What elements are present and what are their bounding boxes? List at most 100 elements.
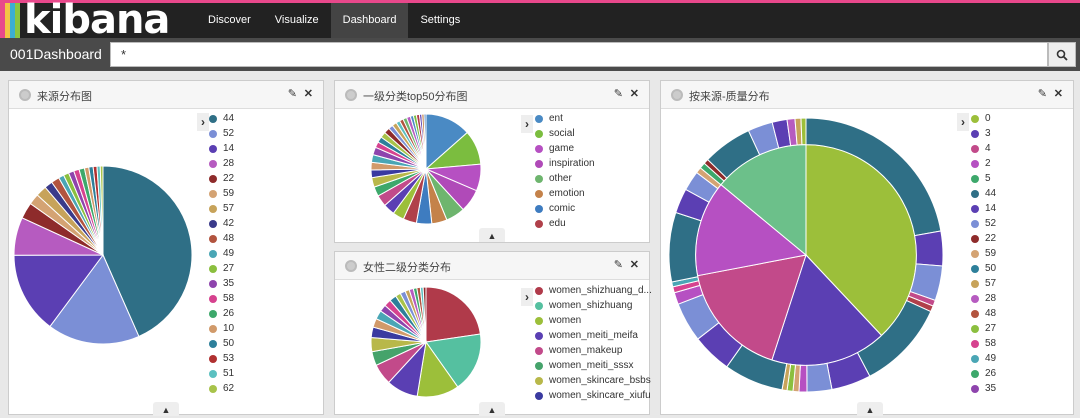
pie-slice[interactable] <box>423 113 427 170</box>
pie-slice[interactable] <box>425 286 481 343</box>
pie-slice[interactable] <box>102 165 193 338</box>
collapse-button[interactable]: ▲ <box>479 402 505 416</box>
legend-item[interactable]: women <box>535 313 652 328</box>
close-icon[interactable]: ✕ <box>303 88 313 100</box>
legend-toggle-button[interactable]: › <box>521 115 533 133</box>
legend-item[interactable]: 44 <box>209 111 234 126</box>
legend-item[interactable]: 59 <box>209 186 234 201</box>
legend-item[interactable]: 35 <box>971 381 996 396</box>
legend-item[interactable]: women_skincare_bsbs <box>535 373 652 388</box>
legend-label: emotion <box>549 188 585 199</box>
legend-item[interactable]: inspiration <box>535 156 595 171</box>
pie-slice[interactable] <box>422 286 427 343</box>
legend-item[interactable]: 26 <box>209 306 234 321</box>
legend-item[interactable]: game <box>535 141 595 156</box>
legend-item[interactable]: 4 <box>971 141 996 156</box>
legend-item[interactable]: 14 <box>971 201 996 216</box>
legend-item[interactable]: 22 <box>971 231 996 246</box>
legend-item[interactable]: social <box>535 126 595 141</box>
nav-dashboard[interactable]: Dashboard <box>330 3 409 38</box>
legend-color-dot <box>535 144 543 153</box>
legend-item[interactable]: other <box>535 171 595 186</box>
legend-item[interactable]: 3 <box>971 126 996 141</box>
legend-item[interactable]: 14 <box>209 141 234 156</box>
close-icon[interactable]: ✕ <box>1053 88 1063 100</box>
edit-icon[interactable]: ✎ <box>1037 88 1047 100</box>
legend-item[interactable]: 10 <box>209 321 234 336</box>
legend-item[interactable]: 62 <box>209 381 234 396</box>
collapse-button[interactable]: ▲ <box>479 228 505 242</box>
legend-item[interactable]: 27 <box>209 261 234 276</box>
legend-item[interactable]: 49 <box>209 246 234 261</box>
pie-slice[interactable] <box>800 117 807 146</box>
close-icon[interactable]: ✕ <box>629 88 639 100</box>
legend-item[interactable]: 52 <box>209 126 234 141</box>
legend-label: 14 <box>985 203 997 214</box>
pie-slice[interactable] <box>914 230 944 267</box>
legend-item[interactable]: 48 <box>971 306 996 321</box>
legend-item[interactable]: women_skincare_xiufu <box>535 388 652 403</box>
nav-settings[interactable]: Settings <box>420 14 461 26</box>
legend-item[interactable]: 0 <box>971 111 996 126</box>
collapse-button[interactable]: ▲ <box>153 402 179 416</box>
legend-toggle-button[interactable]: › <box>521 288 533 306</box>
search-button[interactable] <box>1048 42 1076 67</box>
pie-slice[interactable] <box>668 211 702 283</box>
legend-item[interactable]: 52 <box>971 216 996 231</box>
legend-color-dot <box>971 234 979 243</box>
pie-slice[interactable] <box>13 254 104 328</box>
legend-item[interactable]: 27 <box>971 321 996 336</box>
legend-item[interactable]: 35 <box>209 276 234 291</box>
close-icon[interactable]: ✕ <box>629 259 639 271</box>
pie-slice[interactable] <box>425 333 482 388</box>
legend-item[interactable]: 42 <box>209 216 234 231</box>
legend-item[interactable]: 5 <box>971 171 996 186</box>
pie-slice[interactable] <box>99 165 104 256</box>
legend-item[interactable]: 58 <box>209 291 234 306</box>
legend-item[interactable]: women_meiti_sssx <box>535 358 652 373</box>
legend-item[interactable]: edu <box>535 216 595 231</box>
kibana-logo[interactable]: kibana <box>0 0 195 40</box>
legend-item[interactable]: 50 <box>209 336 234 351</box>
legend-item[interactable]: comic <box>535 201 595 216</box>
legend-item[interactable]: women_makeup <box>535 343 652 358</box>
legend-item[interactable]: 51 <box>209 366 234 381</box>
legend-color-dot <box>209 369 217 378</box>
panel-source-quality: 按来源-质量分布 ✎ ✕ › 0 3 4 2 5 44 14 52 22 59 50 57 28 48 27… <box>660 80 1074 416</box>
legend-item[interactable]: 2 <box>971 156 996 171</box>
pie-slice[interactable] <box>806 362 833 393</box>
legend-item[interactable]: emotion <box>535 186 595 201</box>
nav-visualize[interactable]: Visualize <box>274 14 319 26</box>
edit-icon[interactable]: ✎ <box>613 259 623 271</box>
legend-toggle-button[interactable]: › <box>957 113 969 131</box>
pie-slice[interactable] <box>49 254 140 345</box>
legend-item[interactable]: women_meiti_meifa <box>535 328 652 343</box>
legend-item[interactable]: 50 <box>971 261 996 276</box>
legend-item[interactable]: 28 <box>971 291 996 306</box>
legend-toggle-button[interactable]: › <box>197 113 209 131</box>
nav-discover[interactable]: Discover <box>208 14 251 26</box>
legend-item[interactable]: 57 <box>971 276 996 291</box>
legend-item[interactable]: 59 <box>971 246 996 261</box>
edit-icon[interactable]: ✎ <box>613 88 623 100</box>
legend-item[interactable]: 26 <box>971 366 996 381</box>
collapse-button[interactable]: ▲ <box>857 402 883 416</box>
legend-item[interactable]: women_shizhuang <box>535 298 652 313</box>
panel-header: 按来源-质量分布 ✎ ✕ <box>661 81 1073 109</box>
legend-item[interactable]: 58 <box>971 336 996 351</box>
legend-item[interactable]: 48 <box>209 231 234 246</box>
legend-label: 14 <box>223 143 235 154</box>
query-input[interactable]: * <box>110 42 1048 67</box>
legend-item[interactable]: ent <box>535 111 595 126</box>
legend-label: 48 <box>223 233 235 244</box>
legend-color-dot <box>209 249 217 258</box>
legend-item[interactable]: 53 <box>209 351 234 366</box>
legend-item[interactable]: 57 <box>209 201 234 216</box>
legend-item[interactable]: women_shizhuang_d... <box>535 283 652 298</box>
legend-item[interactable]: 49 <box>971 351 996 366</box>
legend-item[interactable]: 44 <box>971 186 996 201</box>
legend-item[interactable]: 22 <box>209 171 234 186</box>
pie-chart <box>370 286 482 398</box>
legend-item[interactable]: 28 <box>209 156 234 171</box>
edit-icon[interactable]: ✎ <box>287 88 297 100</box>
